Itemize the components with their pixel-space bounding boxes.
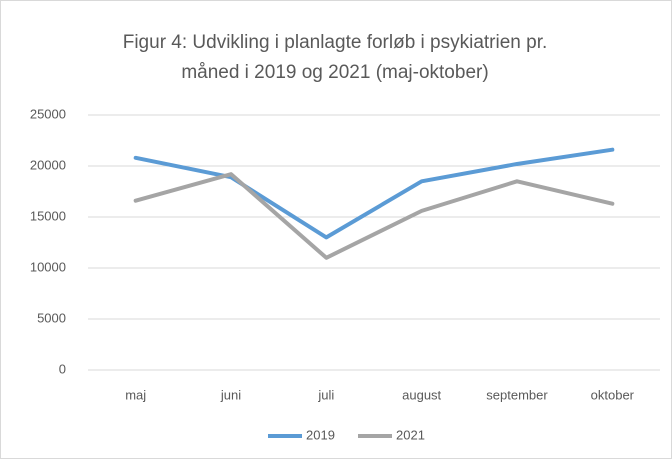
y-tick-label: 25000 [30,106,66,121]
y-tick-label: 10000 [30,259,66,274]
x-tick-label: oktober [591,387,635,402]
series-line [133,172,615,260]
x-tick-label: juni [220,387,241,402]
legend-label: 2019 [306,427,335,442]
x-tick-label: september [486,387,548,402]
y-tick-label: 0 [59,361,66,376]
x-tick-label: juli [317,387,334,402]
series-line [133,147,615,240]
legend-label: 2021 [396,427,425,442]
chart-title: Figur 4: Udvikling i planlagte forløb i … [122,32,548,83]
x-tick-label: maj [125,387,146,402]
y-tick-label: 5000 [37,310,66,325]
y-tick-label: 20000 [30,157,66,172]
x-tick-label: august [402,387,441,402]
y-tick-label: 15000 [30,208,66,223]
